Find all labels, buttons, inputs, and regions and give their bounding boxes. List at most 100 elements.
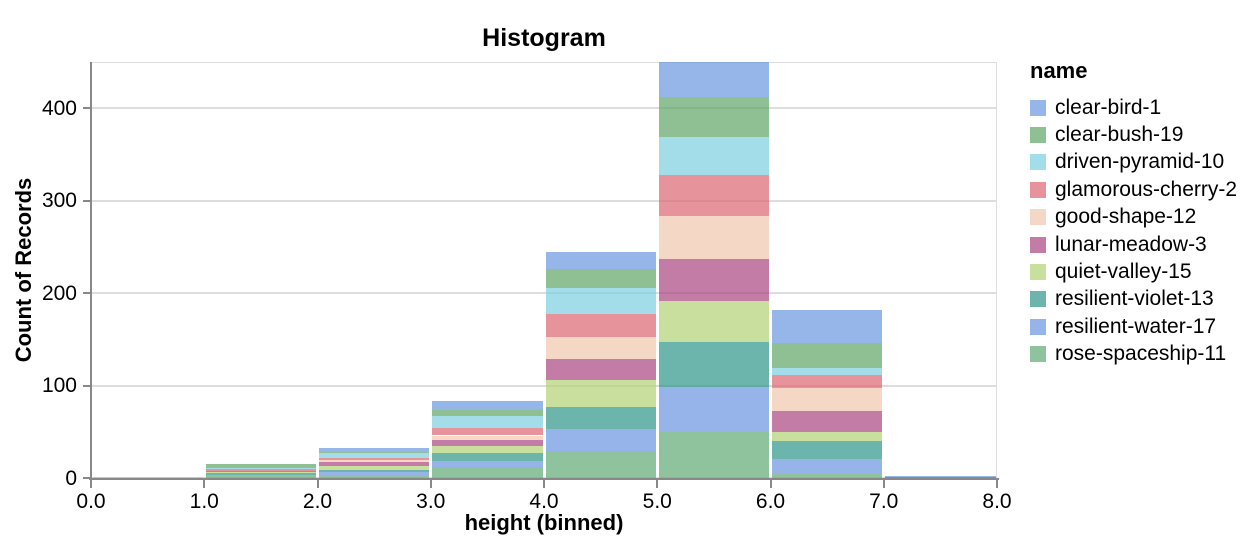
bar-segment-lunar-meadow-3[interactable] <box>432 440 543 446</box>
bar-segment-rose-spaceship-11[interactable] <box>772 474 883 478</box>
bar-segment-rose-spaceship-11[interactable] <box>205 476 316 478</box>
bar-segment-quiet-valley-15[interactable] <box>432 445 543 454</box>
bar-segment-clear-bush-19[interactable] <box>545 269 656 288</box>
bar-segment-good-shape-12[interactable] <box>658 216 769 259</box>
bar-segment-glamorous-cherry-2[interactable] <box>432 428 543 436</box>
x-axis-tick <box>656 480 659 488</box>
legend-item-lunar-meadow-3[interactable]: lunar-meadow-3 <box>1030 231 1250 258</box>
bar-segment-lunar-meadow-3[interactable] <box>658 258 769 301</box>
legend-item-good-shape-12[interactable]: good-shape-12 <box>1030 204 1250 231</box>
legend-item-driven-pyramid-10[interactable]: driven-pyramid-10 <box>1030 149 1250 176</box>
x-axis-tick <box>882 480 885 488</box>
bar-segment-lunar-meadow-3[interactable] <box>205 470 316 472</box>
bar-segment-clear-bird-1[interactable] <box>545 252 656 270</box>
bar-segment-driven-pyramid-10[interactable] <box>432 416 543 429</box>
bar-segment-good-shape-12[interactable] <box>772 388 883 411</box>
bar-segment-quiet-valley-15[interactable] <box>545 380 656 407</box>
bar-segment-resilient-violet-13[interactable] <box>319 469 430 473</box>
bar-segment-resilient-water-17[interactable] <box>545 429 656 452</box>
bar-segment-resilient-water-17[interactable] <box>432 461 543 467</box>
legend-item-clear-bush-19[interactable]: clear-bush-19 <box>1030 121 1250 148</box>
bar-segment-glamorous-cherry-2[interactable] <box>772 375 883 389</box>
bar-segment-clear-bird-1[interactable] <box>885 476 996 478</box>
bar-segment-rose-spaceship-11[interactable] <box>658 431 769 478</box>
chart-title: Histogram <box>482 24 606 52</box>
x-axis-tick <box>203 480 206 488</box>
bar-segment-resilient-violet-13[interactable] <box>658 342 769 388</box>
bar-segment-resilient-water-17[interactable] <box>772 458 883 475</box>
bar-segment-glamorous-cherry-2[interactable] <box>205 468 316 471</box>
bar-segment-good-shape-12[interactable] <box>432 435 543 441</box>
bar-segment-clear-bush-19[interactable] <box>432 409 543 417</box>
y-tick-label: 400 <box>41 96 77 120</box>
y-axis-tick <box>83 107 91 110</box>
bar-segment-clear-bush-19[interactable] <box>205 464 316 468</box>
bar-segment-lunar-meadow-3[interactable] <box>772 410 883 432</box>
legend-item-label: good-shape-12 <box>1055 205 1197 229</box>
bar-segment-quiet-valley-15[interactable] <box>772 431 883 442</box>
x-axis-tick <box>769 480 772 488</box>
y-gridline <box>91 199 997 202</box>
legend-swatch-icon <box>1030 154 1046 171</box>
legend-item-list: clear-bird-1 clear-bush-19 driven-pyramid-… <box>1030 94 1250 368</box>
legend-item-label: glamorous-cherry-2 <box>1055 177 1238 201</box>
bar-segment-glamorous-cherry-2[interactable] <box>545 314 656 337</box>
x-tick-label: 4.0 <box>529 490 559 513</box>
bar-segment-good-shape-12[interactable] <box>545 336 656 359</box>
x-axis-domain-line <box>89 477 999 480</box>
bar-segment-resilient-violet-13[interactable] <box>205 473 316 476</box>
bar-segment-driven-pyramid-10[interactable] <box>205 467 316 469</box>
bar-segment-clear-bird-1[interactable] <box>432 401 543 410</box>
x-axis-tick <box>90 480 92 488</box>
y-tick-label: 0 <box>65 466 77 490</box>
bar-segment-clear-bush-19[interactable] <box>658 97 769 137</box>
y-axis-tick <box>83 199 91 202</box>
bar-segment-driven-pyramid-10[interactable] <box>658 136 769 175</box>
y-axis-tick <box>83 477 91 479</box>
bar-segment-glamorous-cherry-2[interactable] <box>658 174 769 217</box>
bar-segment-resilient-violet-13[interactable] <box>545 406 656 430</box>
bar-segment-clear-bush-19[interactable] <box>319 452 430 454</box>
bar-segment-quiet-valley-15[interactable] <box>658 300 769 343</box>
bar-segment-clear-bird-1[interactable] <box>772 309 883 344</box>
legend-item-clear-bird-1[interactable]: clear-bird-1 <box>1030 94 1250 121</box>
bar-segment-rose-spaceship-11[interactable] <box>319 475 430 478</box>
x-tick-label: 2.0 <box>302 490 333 513</box>
bar-segment-resilient-water-17[interactable] <box>205 475 316 477</box>
bar-segment-resilient-violet-13[interactable] <box>772 441 883 459</box>
bar-segment-resilient-violet-13[interactable] <box>432 453 543 462</box>
legend-item-label: quiet-valley-15 <box>1055 260 1192 284</box>
legend-item-quiet-valley-15[interactable]: quiet-valley-15 <box>1030 258 1250 285</box>
legend-item-resilient-violet-13[interactable]: resilient-violet-13 <box>1030 286 1250 313</box>
x-tick-label: 0.0 <box>76 490 106 513</box>
bar-segment-driven-pyramid-10[interactable] <box>545 287 656 315</box>
bar-segment-clear-bush-19[interactable] <box>772 343 883 368</box>
legend-item-label: clear-bush-19 <box>1055 123 1184 147</box>
bar-segment-resilient-water-17[interactable] <box>658 387 769 432</box>
y-tick-label: 300 <box>41 189 77 213</box>
bar-segment-rose-spaceship-11[interactable] <box>432 466 543 478</box>
bar-segment-quiet-valley-15[interactable] <box>319 466 430 470</box>
legend-item-glamorous-cherry-2[interactable]: glamorous-cherry-2 <box>1030 176 1250 203</box>
legend-item-rose-spaceship-11[interactable]: rose-spaceship-11 <box>1030 341 1250 368</box>
legend-swatch-icon <box>1030 264 1046 281</box>
bar-segment-quiet-valley-15[interactable] <box>205 471 316 474</box>
legend-swatch-icon <box>1030 181 1046 198</box>
bar-segment-good-shape-12[interactable] <box>319 460 430 463</box>
bar-segment-clear-bird-1[interactable] <box>319 447 430 453</box>
bar-segment-resilient-water-17[interactable] <box>319 472 430 476</box>
y-axis-tick <box>83 384 91 387</box>
x-tick-label: 3.0 <box>416 490 446 513</box>
bar-segment-lunar-meadow-3[interactable] <box>545 358 656 381</box>
bar-segment-driven-pyramid-10[interactable] <box>772 368 883 376</box>
bar-segment-glamorous-cherry-2[interactable] <box>319 457 430 461</box>
x-tick-label: 5.0 <box>642 490 672 513</box>
bar-segment-lunar-meadow-3[interactable] <box>319 462 430 466</box>
bar-segment-clear-bird-1[interactable] <box>658 62 769 98</box>
bar-segment-driven-pyramid-10[interactable] <box>319 453 430 458</box>
legend-item-resilient-water-17[interactable]: resilient-water-17 <box>1030 313 1250 340</box>
bar-segment-rose-spaceship-11[interactable] <box>545 451 656 478</box>
x-axis-tick <box>543 480 545 488</box>
x-tick-label: 8.0 <box>982 490 1012 513</box>
legend: name clear-bird-1 clear-bush-19 driven-pyr… <box>1030 58 1250 368</box>
